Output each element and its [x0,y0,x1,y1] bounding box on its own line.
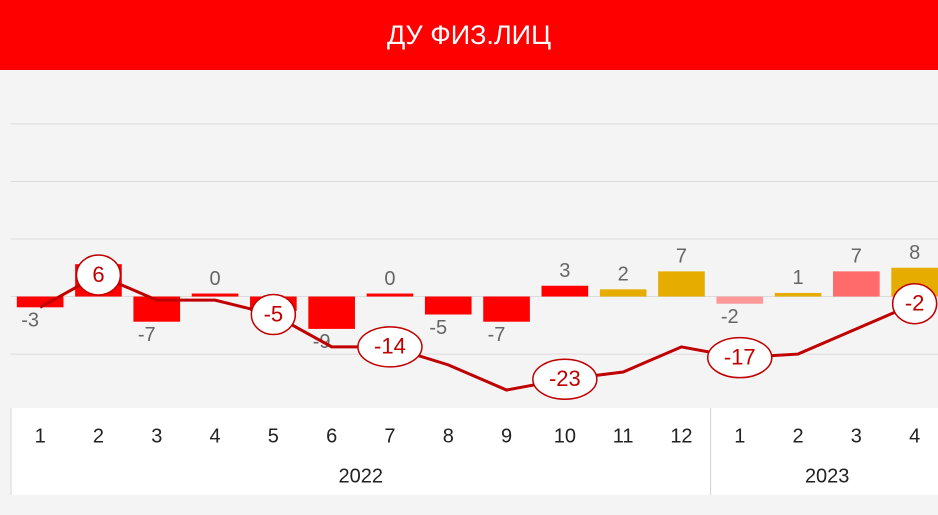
line-label-bubble [357,326,423,368]
x-tick-label: 7 [384,425,395,447]
x-tick-label: 4 [909,425,920,447]
bar [599,289,647,297]
bar [716,296,764,304]
line-label-bubble [75,254,122,296]
x-tick-label: 2 [93,425,104,447]
line-label-bubble [891,282,938,325]
bar-label: -5 [429,317,447,339]
chart-title: ДУ ФИЗ.ЛИЦ [387,20,551,50]
line-label-bubble [250,293,297,336]
line-label: -23 [549,366,581,391]
x-tick-label: 3 [151,425,162,447]
bar-label: 0 [209,268,220,290]
bar [483,296,530,322]
bar-label: 0 [384,268,395,290]
line-label: -14 [374,334,406,359]
x-tick-label: 5 [268,425,279,447]
x-tick-label: 3 [851,425,862,447]
bar-label: 8 [909,242,920,264]
bar-label: -2 [721,306,739,328]
line-label: -17 [724,344,756,369]
bar [541,285,589,297]
bar [658,271,705,297]
x-tick-label: 8 [443,425,454,447]
bar [366,293,414,297]
bar-label: -7 [138,324,156,346]
bar-label: -3 [21,310,39,332]
bar [308,296,355,329]
x-tick-label: 9 [501,425,512,447]
bar [191,293,239,297]
x-tick-label: 10 [554,425,576,447]
x-tick-label: 12 [670,425,692,447]
x-tick-label: 2 [792,425,803,447]
x-tick-label: 1 [35,425,46,447]
bar [424,296,472,315]
bar [774,292,822,297]
line-label-bubble [707,336,773,379]
bar-label: 1 [792,267,803,289]
title-bar [0,0,938,70]
line-label-bubble [532,358,598,400]
bar-label: 2 [618,264,629,286]
line-label: -2 [905,291,925,316]
x-tick-label: 1 [734,425,745,447]
axis-area [10,408,938,495]
x-tick-label: 11 [613,425,634,447]
bar [833,271,880,297]
bar-label: 7 [676,246,687,268]
line-label: 6 [92,262,104,287]
bar-label: -7 [488,324,506,346]
year-label: 2022 [339,465,384,487]
x-tick-label: 4 [209,425,220,447]
x-tick-label: 6 [326,425,337,447]
year-label: 2023 [805,465,850,487]
line-label: -5 [264,301,284,326]
bar-label: 3 [559,260,570,282]
bar-label: 7 [851,246,862,268]
bar [16,296,64,308]
